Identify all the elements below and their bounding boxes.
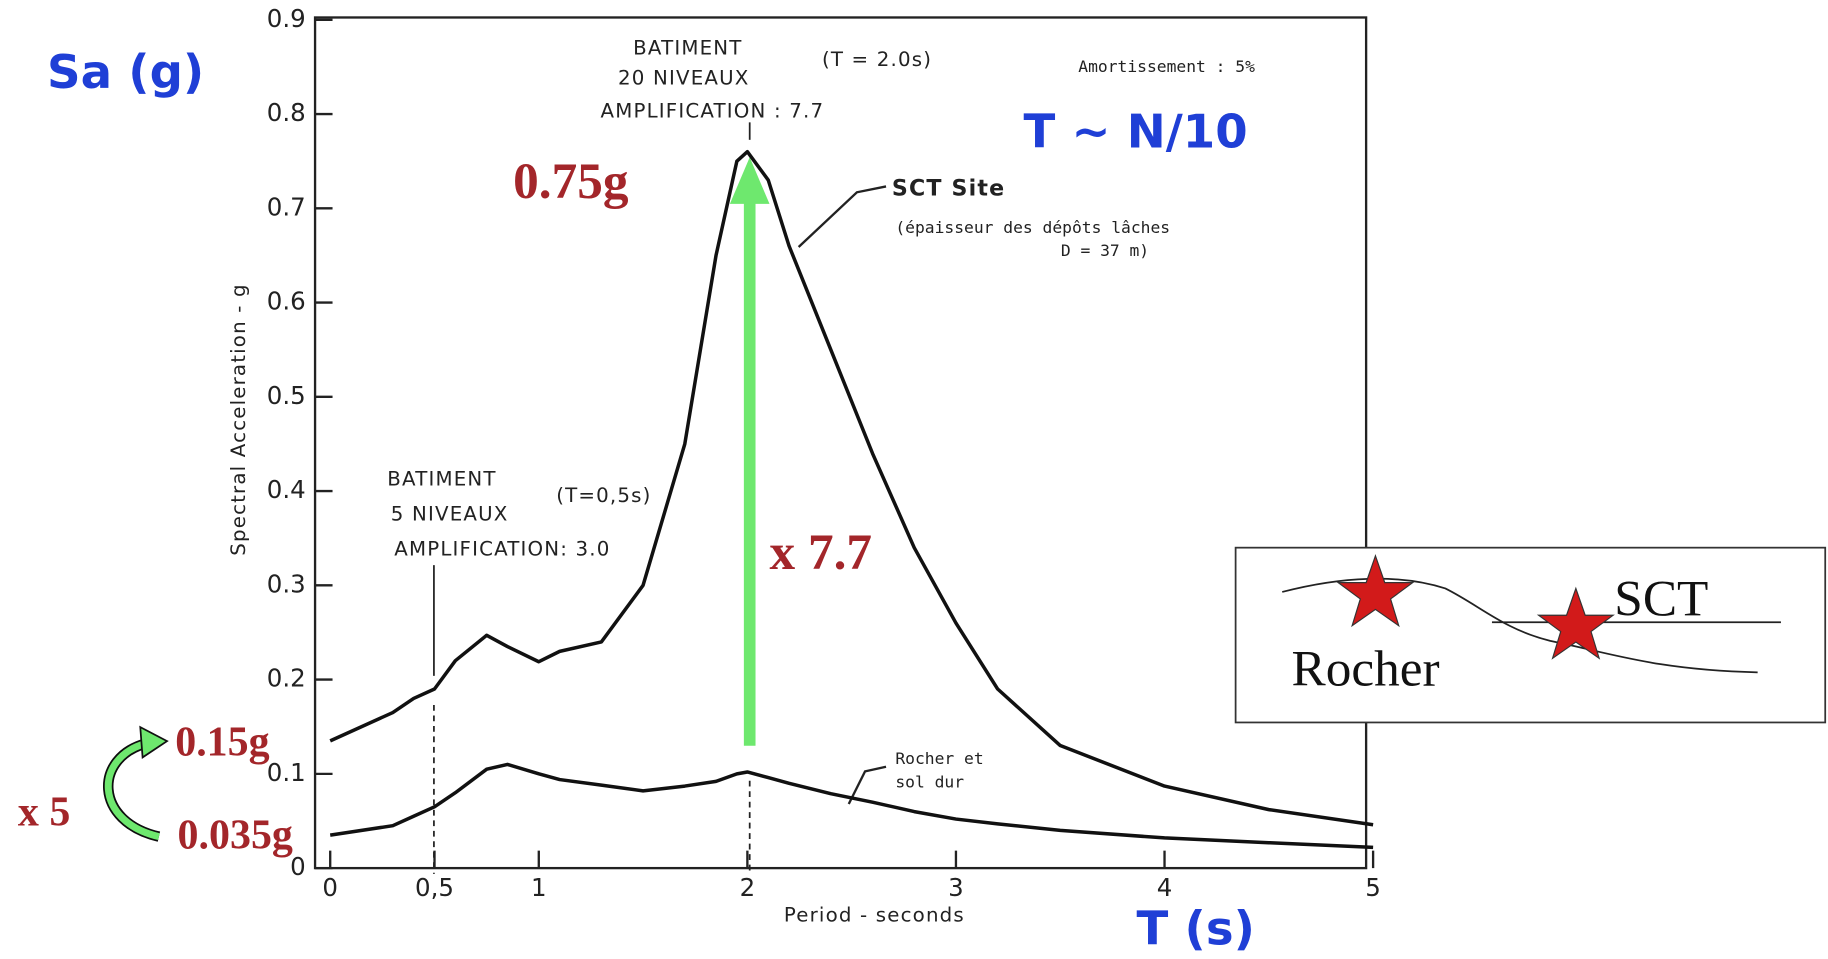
x-tick-label: 0 <box>322 873 338 902</box>
y-tick-label: 0.1 <box>267 758 306 787</box>
annotation: sol dur <box>895 773 964 792</box>
y-tick-label: 0.7 <box>267 192 306 221</box>
x-tick-label: 1 <box>531 873 547 902</box>
annotation: 0.75g <box>513 153 629 210</box>
annotation: AMPLIFICATION : 7.7 <box>601 99 825 122</box>
annotation: Sa (g) <box>47 45 204 99</box>
y-tick-label: 0.5 <box>267 381 306 410</box>
y-tick-label: 0.6 <box>267 287 306 316</box>
annotation: T ~ N/10 <box>1024 105 1248 159</box>
annotation: (T=0,5s) <box>556 484 651 507</box>
annotation: 0.035g <box>178 813 293 859</box>
annotation: 0.15g <box>175 719 269 765</box>
annotation: 5 NIVEAUX <box>391 503 509 526</box>
star <box>1536 586 1615 660</box>
star <box>1336 554 1415 628</box>
annotation: BATIMENT <box>387 468 496 491</box>
y-tick-label: 0.4 <box>267 475 306 504</box>
annotation: Amortissement : 5% <box>1078 57 1255 76</box>
annotation: x 7.7 <box>770 524 873 581</box>
curved-arrow-head <box>139 725 169 759</box>
x-tick-label: 3 <box>948 873 964 902</box>
y-tick-label: 0.3 <box>267 569 306 598</box>
annotation: SCT Site <box>892 175 1005 201</box>
annotation: 20 NIVEAUX <box>618 67 749 90</box>
x-tick-label: 2 <box>740 873 756 902</box>
annotation: BATIMENT <box>633 36 742 59</box>
y-tick-label: 0 <box>290 852 306 881</box>
x-tick-label: 0,5 <box>415 873 454 902</box>
series-line <box>329 149 1374 827</box>
annotation: D = 37 m) <box>1061 241 1149 260</box>
annotation: Rocher et <box>895 749 983 768</box>
x-tick-label: 5 <box>1365 873 1381 902</box>
y-tick-label: 0.8 <box>267 98 306 127</box>
x-axis-title: Period - seconds <box>784 903 965 926</box>
annotation: (épaisseur des dépôts lâches <box>895 218 1170 237</box>
leader-line <box>797 185 887 248</box>
curved-arrow <box>104 740 160 841</box>
arrow-head <box>729 157 770 204</box>
y-tick-label: 0.9 <box>267 4 306 33</box>
annotation: AMPLIFICATION: 3.0 <box>394 537 610 560</box>
annotation: (T = 2.0s) <box>822 48 932 71</box>
x-tick-label: 4 <box>1157 873 1173 902</box>
annotation: x 5 <box>18 789 70 835</box>
y-tick-label: 0.2 <box>267 664 306 693</box>
y-axis-title: Spectral Acceleration - g <box>227 283 250 555</box>
annotation: T (s) <box>1137 902 1255 956</box>
series-line <box>329 762 1374 850</box>
leader-line <box>847 765 887 805</box>
plot-frame <box>313 16 1368 870</box>
annotation: Rocher <box>1292 640 1440 697</box>
annotation: SCT <box>1614 570 1708 627</box>
